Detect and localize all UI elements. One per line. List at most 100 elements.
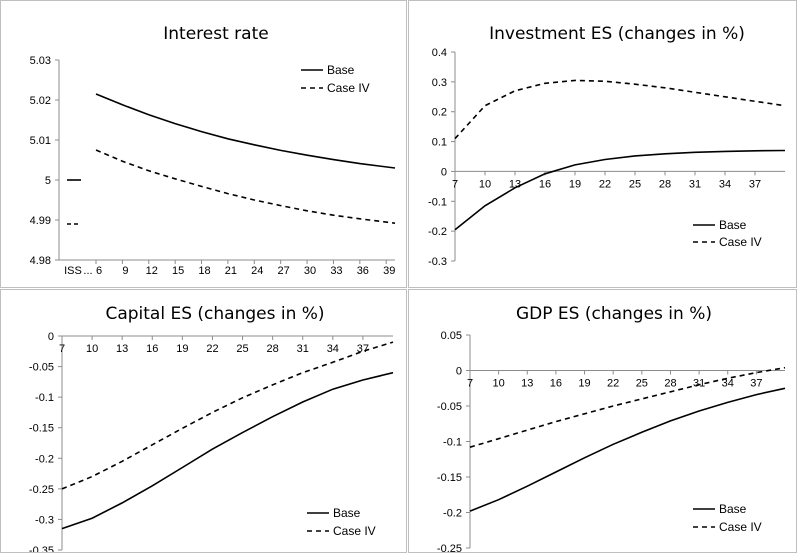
- x-tick-label: 37: [749, 178, 761, 190]
- x-tick-label: 37: [750, 378, 762, 390]
- series-line-base: [61, 371, 394, 530]
- x-tick-label: 31: [297, 343, 309, 355]
- y-tick-label: -0.25: [437, 543, 462, 552]
- y-tick-label: 0: [456, 366, 462, 378]
- x-tick-label: 6: [96, 265, 102, 277]
- chart-gdp-es: GDP ES (changes in %) -0.25 -0.2 -0.15 -0.1 -…: [437, 304, 786, 552]
- panel-interest-rate: Interest rate 4.98 4.99 5 5.01 5.02 5.03 ISS...…: [0, 0, 407, 288]
- y-tick-label: -0.1: [428, 196, 447, 208]
- y-tick-label: 0.3: [432, 77, 447, 89]
- x-tick-label: 28: [267, 343, 279, 355]
- y-tick-label: -0.2: [35, 453, 54, 465]
- x-tick-label: 34: [327, 343, 339, 355]
- panel-investment-es: Investment ES (changes in %) -0.3 -0.2 -0.1…: [408, 0, 797, 288]
- panel-gdp-es: GDP ES (changes in %) -0.25 -0.2 -0.15 -0.1 -…: [408, 289, 797, 553]
- y-tick-label: -0.3: [35, 514, 54, 526]
- y-tick-label: 5: [45, 175, 51, 187]
- x-tick-label: 34: [722, 378, 734, 390]
- x-tick-label: 25: [236, 343, 248, 355]
- y-tick-label: 0: [441, 166, 447, 178]
- legend-label: Case IV: [333, 524, 376, 538]
- y-tick-label: -0.2: [443, 508, 462, 520]
- y-tick-label: 0.05: [441, 330, 462, 342]
- x-tick-label: 16: [550, 378, 562, 390]
- series-line-case-iv: [95, 149, 396, 224]
- legend-label: Base: [333, 506, 361, 520]
- x-tick-label: 31: [689, 178, 701, 190]
- y-tick-label: -0.15: [29, 423, 54, 435]
- x-tick-label: 39: [383, 265, 395, 277]
- x-tick-label: 7: [452, 178, 458, 190]
- series-line-case-iv: [469, 366, 786, 448]
- y-tick-label: -0.35: [29, 545, 54, 552]
- x-tick-label: 25: [629, 178, 641, 190]
- legend-label: Case IV: [327, 81, 370, 95]
- x-tick-label: 15: [172, 265, 184, 277]
- chart-title: Investment ES (changes in %): [489, 24, 745, 44]
- y-tick-label: 0.2: [432, 107, 447, 119]
- x-tick-label: 19: [176, 343, 188, 355]
- x-tick-label: 10: [479, 178, 491, 190]
- x-tick-label: 36: [357, 265, 369, 277]
- y-tick-label: -0.1: [443, 437, 462, 449]
- y-tick-label: 4.99: [30, 215, 51, 227]
- x-tick-label: 28: [659, 178, 671, 190]
- x-tick-label: 10: [86, 343, 98, 355]
- x-tick-label: 22: [206, 343, 218, 355]
- y-tick-label: -0.1: [35, 392, 54, 404]
- y-tick-label: -0.25: [29, 484, 54, 496]
- panel-capital-es: Capital ES (changes in %) -0.35 -0.3 -0.25 -…: [0, 289, 407, 553]
- y-tick-label: -0.3: [428, 256, 447, 268]
- y-tick-label: -0.2: [428, 226, 447, 238]
- y-tick-label: 0.4: [432, 47, 447, 59]
- y-tick-label: 4.98: [30, 255, 51, 267]
- y-tick-label: -0.05: [29, 362, 54, 374]
- x-tick-label: 22: [599, 178, 611, 190]
- chart-investment-es: Investment ES (changes in %) -0.3 -0.2 -0.1…: [428, 24, 786, 268]
- x-tick-label: 34: [719, 178, 731, 190]
- x-tick-label: 24: [251, 265, 263, 277]
- x-tick-label: 18: [198, 265, 210, 277]
- legend-label: Base: [719, 218, 747, 232]
- chart-title: Interest rate: [163, 24, 268, 44]
- chart-interest-rate: Interest rate 4.98 4.99 5 5.01 5.02 5.03 ISS...…: [30, 24, 396, 277]
- legend-label: Base: [719, 502, 747, 516]
- x-tick-label: 7: [59, 343, 65, 355]
- legend-label: Case IV: [719, 520, 762, 534]
- x-tick-label: 13: [116, 343, 128, 355]
- chart-title: GDP ES (changes in %): [516, 304, 712, 324]
- x-tick-label: 19: [578, 378, 590, 390]
- chart-title: Capital ES (changes in %): [105, 304, 324, 324]
- x-tick-label: ISS: [64, 265, 82, 277]
- legend-label: Case IV: [719, 235, 762, 249]
- y-tick-label: -0.05: [437, 401, 462, 413]
- series-line-base: [95, 93, 396, 169]
- x-tick-label: 13: [521, 378, 533, 390]
- y-tick-label: 0.1: [432, 137, 447, 149]
- series-line-base: [454, 149, 786, 231]
- series-line-case-iv: [454, 79, 786, 140]
- x-tick-label: 25: [636, 378, 648, 390]
- x-tick-label: 10: [493, 378, 505, 390]
- chart-capital-es: Capital ES (changes in %) -0.35 -0.3 -0.25 -…: [29, 304, 394, 552]
- x-tick-label: 27: [278, 265, 290, 277]
- x-tick-label: ...: [83, 265, 92, 277]
- x-tick-label: 30: [304, 265, 316, 277]
- x-tick-label: 21: [225, 265, 237, 277]
- y-tick-label: 5.03: [30, 55, 51, 67]
- x-tick-label: 13: [509, 178, 521, 190]
- x-tick-label: 12: [146, 265, 158, 277]
- x-tick-label: 16: [146, 343, 158, 355]
- y-tick-label: 5.01: [30, 135, 51, 147]
- y-tick-label: 5.02: [30, 95, 51, 107]
- y-tick-label: 0: [48, 331, 54, 343]
- x-tick-label: 9: [122, 265, 128, 277]
- x-tick-label: 7: [467, 378, 473, 390]
- x-tick-label: 33: [330, 265, 342, 277]
- x-tick-label: 22: [607, 378, 619, 390]
- series-line-base: [469, 387, 786, 512]
- x-tick-label: 16: [539, 178, 551, 190]
- x-tick-label: 19: [569, 178, 581, 190]
- y-tick-label: -0.15: [437, 472, 462, 484]
- x-tick-label: 28: [664, 378, 676, 390]
